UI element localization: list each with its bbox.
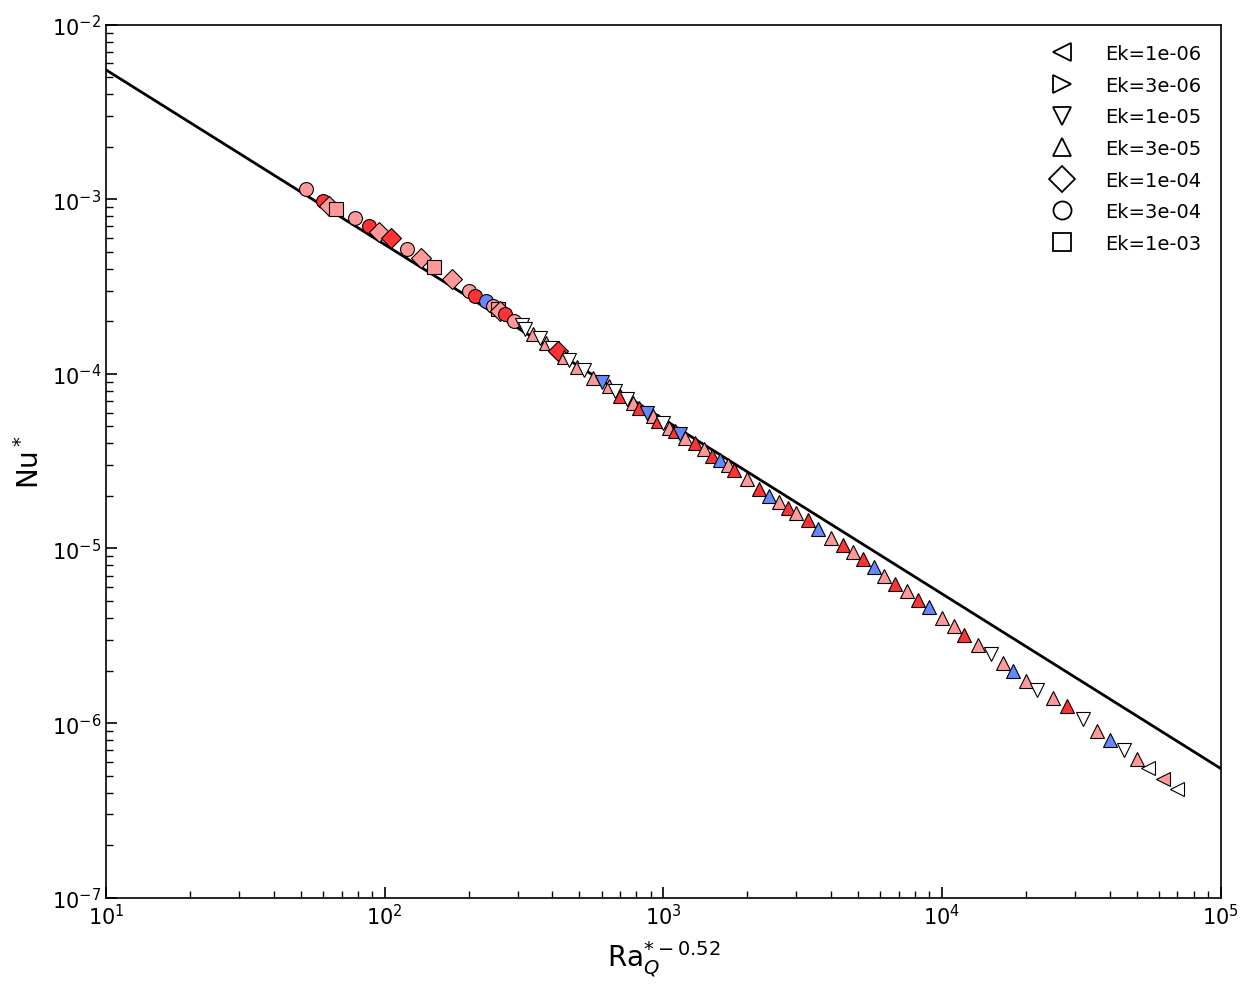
Legend: Ek=1e-06, Ek=3e-06, Ek=1e-05, Ek=3e-05, Ek=1e-04, Ek=3e-04, Ek=1e-03: Ek=1e-06, Ek=3e-06, Ek=1e-05, Ek=3e-05, … — [1033, 35, 1211, 263]
X-axis label: Ra$_Q^{*-0.52}$: Ra$_Q^{*-0.52}$ — [607, 939, 720, 979]
Y-axis label: Nu$^*$: Nu$^*$ — [15, 435, 45, 488]
